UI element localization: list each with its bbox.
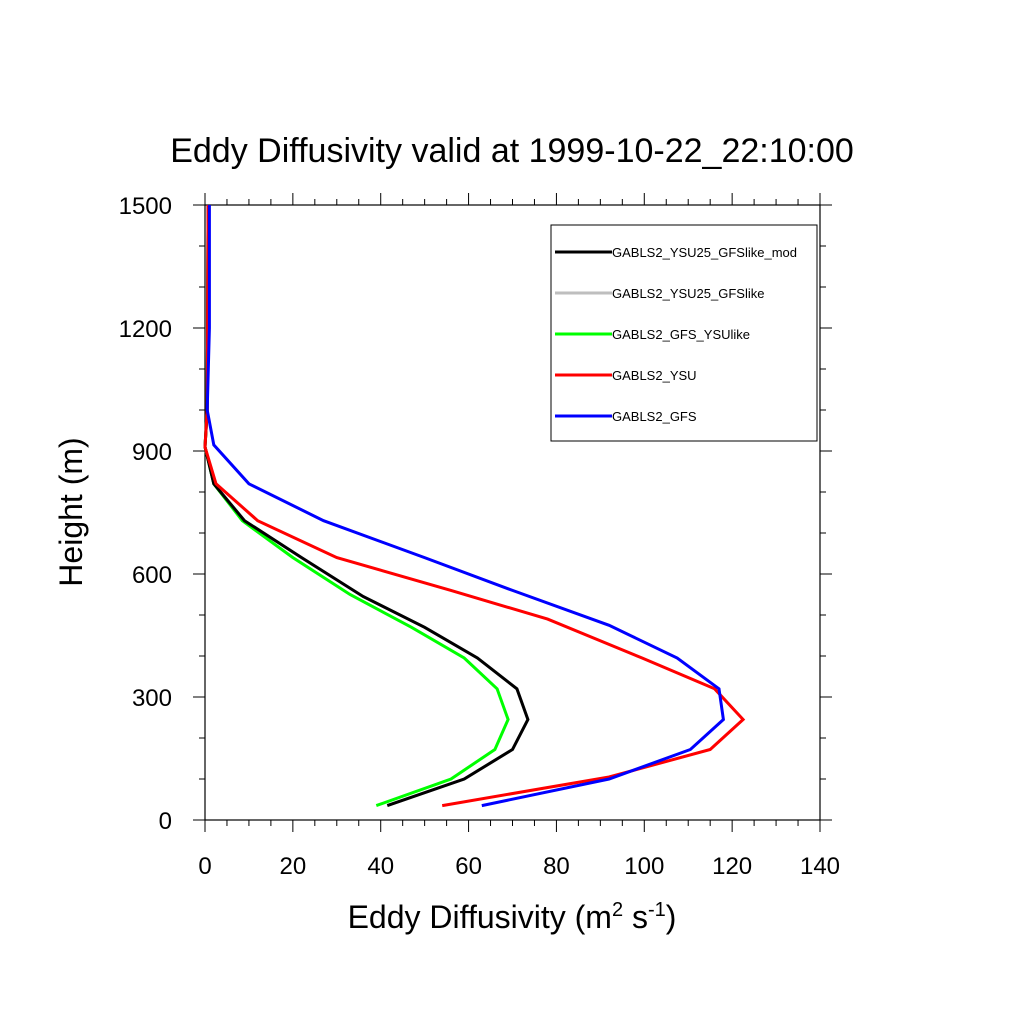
legend-label: GABLS2_GFS — [612, 409, 697, 424]
x-tick-labels: 0 20 40 60 80 100 120 140 — [198, 853, 840, 880]
axis-ticks — [193, 193, 832, 832]
series-line-GABLS2_YSU25_GFSlike_mod — [203, 204, 530, 808]
x-tick-label: 20 — [280, 853, 307, 880]
y-tick-label: 0 — [159, 808, 172, 835]
y-tick-label: 1500 — [119, 193, 172, 220]
legend-label: GABLS2_YSU25_GFSlike — [612, 286, 764, 301]
y-tick-label: 300 — [132, 685, 172, 712]
x-axis-title: Eddy Diffusivity (m2 s-1) — [348, 899, 677, 935]
legend-label: GABLS2_GFS_YSUlike — [612, 327, 750, 342]
y-tick-label: 600 — [132, 562, 172, 589]
x-tick-label: 100 — [624, 853, 664, 880]
chart-title: Eddy Diffusivity valid at 1999-10-22_22:… — [170, 132, 854, 170]
x-tick-label: 40 — [367, 853, 394, 880]
x-tick-label: 120 — [712, 853, 752, 880]
legend-label: GABLS2_YSU — [612, 368, 697, 383]
x-tick-label: 80 — [543, 853, 570, 880]
y-tick-labels: 0 300 600 900 1200 1500 — [119, 193, 172, 835]
legend: GABLS2_YSU25_GFSlike_mod GABLS2_YSU25_GFS… — [550, 224, 818, 442]
x-tick-label: 0 — [198, 853, 211, 880]
x-tick-label: 140 — [800, 853, 840, 880]
x-tick-label: 60 — [455, 853, 482, 880]
y-tick-label: 900 — [132, 439, 172, 466]
y-tick-label: 1200 — [119, 316, 172, 343]
series-line-GABLS2_GFS_YSUlike — [203, 204, 510, 808]
series-line-GABLS2_GFS — [205, 205, 725, 808]
y-axis-title: Height (m) — [53, 437, 89, 586]
series-line-GABLS2_YSU25_GFSlike — [203, 204, 530, 808]
series-line-GABLS2_YSU — [203, 204, 746, 808]
series-lines — [203, 204, 746, 808]
legend-label: GABLS2_YSU25_GFSlike_mod — [612, 245, 797, 260]
